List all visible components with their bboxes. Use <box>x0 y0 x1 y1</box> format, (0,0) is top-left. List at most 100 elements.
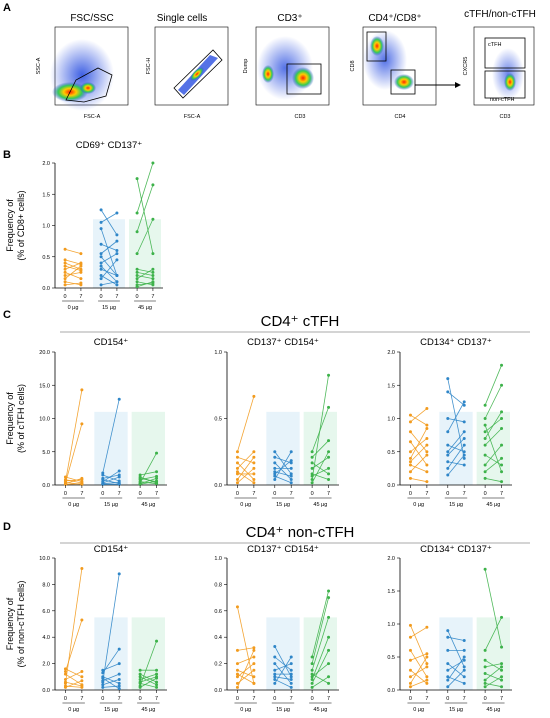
chart-d2: CD137⁺ CD154⁺0.00.20.40.60.81.00 70 µg0 71… <box>214 544 339 713</box>
data-point <box>135 285 139 289</box>
pair-line <box>447 676 465 684</box>
data-point <box>252 472 256 476</box>
panel-letter-c: C <box>3 309 11 321</box>
data-point <box>289 681 293 685</box>
group-label: 45 µg <box>141 502 155 508</box>
pair-line <box>410 464 428 473</box>
pair-line <box>410 454 428 472</box>
data-point <box>252 662 256 666</box>
y-tick-label: 0.5 <box>42 255 50 261</box>
data-point <box>252 450 256 454</box>
y-axis-title: (% of cTFH cells) <box>16 384 26 453</box>
group-label: 15 µg <box>276 707 290 713</box>
pair-line <box>100 212 118 223</box>
data-point <box>273 677 277 681</box>
pair-line <box>447 438 465 456</box>
pair-line <box>101 281 117 286</box>
data-point <box>80 478 84 482</box>
data-point <box>310 655 314 659</box>
pair-line <box>139 476 157 484</box>
pair-line <box>100 268 118 276</box>
x-tick-label: 7 <box>118 696 121 702</box>
y-tick-label: 0.6 <box>214 609 222 615</box>
data-point <box>63 280 67 284</box>
pair-line <box>139 477 157 485</box>
data-point <box>155 451 159 455</box>
pair-line <box>274 451 292 480</box>
y-tick-label: 1.0 <box>387 417 395 423</box>
data-point <box>425 681 429 685</box>
data-point <box>235 472 239 476</box>
data-point <box>310 461 314 465</box>
density-hotspot <box>262 65 274 83</box>
x-tick-label: 7 <box>327 491 330 497</box>
x-tick-label: 7 <box>500 491 503 497</box>
pair-line <box>64 265 82 271</box>
pair-line <box>102 679 120 686</box>
density-cloud <box>50 39 114 111</box>
data-point <box>500 417 504 420</box>
pair-line <box>100 240 118 254</box>
pair-line <box>447 669 465 687</box>
data-point <box>310 474 314 478</box>
data-point <box>135 280 139 284</box>
data-point <box>235 605 239 609</box>
pair-line <box>65 671 83 680</box>
data-point <box>289 672 293 676</box>
data-point <box>483 470 487 474</box>
data-point <box>462 450 466 454</box>
pair-line <box>410 408 428 423</box>
data-point <box>273 455 277 459</box>
data-point <box>115 211 119 215</box>
data-point <box>79 261 83 265</box>
pair-line <box>102 677 120 690</box>
data-point <box>80 618 84 622</box>
group-label: 45 µg <box>141 707 155 713</box>
data-point <box>408 623 412 627</box>
pair-line <box>274 663 292 684</box>
pair-line <box>447 444 465 453</box>
pair-line <box>237 468 255 484</box>
pair-line <box>447 461 465 466</box>
pair-line <box>484 676 502 688</box>
gate-label-non-ctfh: non-cTFH <box>490 97 514 103</box>
data-point <box>483 476 487 480</box>
data-point <box>117 681 121 685</box>
pair-line <box>140 471 157 476</box>
y-tick-label: 0.0 <box>214 688 222 694</box>
data-point <box>446 678 450 682</box>
y-tick-label: 1.0 <box>42 224 50 230</box>
group-label: 0 µg <box>68 502 79 508</box>
y-tick-label: 0.0 <box>42 286 50 292</box>
y-tick-label: 0.5 <box>387 450 395 456</box>
chart-c2: CD137⁺ CD154⁺0.00.51.00 70 µg0 715 µg0 745 … <box>214 337 339 508</box>
pair-line <box>311 440 329 458</box>
data-point <box>500 615 504 619</box>
data-point <box>425 450 429 454</box>
data-point <box>483 681 487 685</box>
x-tick-label: 7 <box>463 696 466 702</box>
pair-line <box>102 399 120 474</box>
data-point <box>310 472 314 476</box>
data-point <box>446 648 450 652</box>
y-tick-label: 0.0 <box>387 688 395 694</box>
x-tick-label: 0 <box>101 696 104 702</box>
data-point <box>408 420 412 424</box>
data-point <box>289 477 293 481</box>
data-point <box>151 274 155 277</box>
data-point <box>135 211 139 215</box>
pair-line <box>274 451 292 475</box>
data-point <box>101 671 105 675</box>
data-point <box>425 470 429 474</box>
data-point <box>446 675 450 679</box>
data-point <box>155 474 159 478</box>
data-point <box>151 252 155 256</box>
data-point <box>425 423 429 427</box>
flow-frame <box>154 26 229 106</box>
pair-line <box>484 617 502 651</box>
data-point <box>63 480 67 484</box>
pair-line <box>64 248 82 255</box>
data-point <box>79 264 83 268</box>
pair-line <box>237 647 254 651</box>
pair-line <box>274 656 292 671</box>
